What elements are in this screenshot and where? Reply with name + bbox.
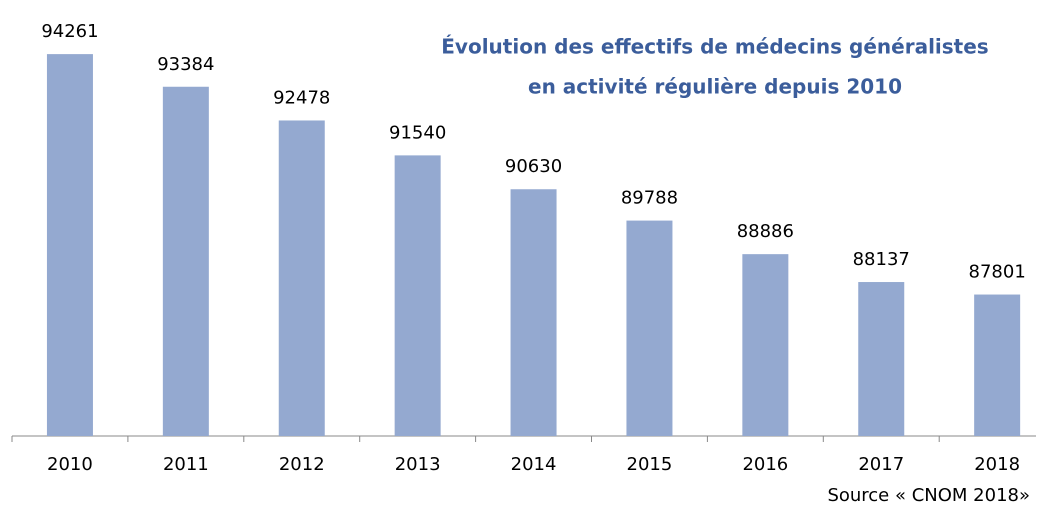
x-tick-label: 2012 <box>279 454 325 475</box>
data-label: 87801 <box>969 262 1026 283</box>
x-tick-label: 2010 <box>47 454 93 475</box>
source-note: Source « CNOM 2018» <box>827 485 1030 506</box>
x-tick-label: 2011 <box>163 454 209 475</box>
chart-title: Évolution des effectifs de médecins géné… <box>441 35 988 59</box>
data-label: 89788 <box>621 188 678 209</box>
data-label: 94261 <box>41 21 98 42</box>
bar <box>394 155 441 437</box>
data-label: 91540 <box>389 122 446 143</box>
bar <box>510 189 557 436</box>
x-tick-label: 2017 <box>858 454 904 475</box>
data-label: 90630 <box>505 156 562 177</box>
x-tick-label: 2014 <box>511 454 557 475</box>
data-label: 93384 <box>157 54 214 75</box>
bar <box>626 220 673 436</box>
chart-title: en activité régulière depuis 2010 <box>528 75 902 99</box>
x-tick-label: 2013 <box>395 454 441 475</box>
bar <box>742 254 789 436</box>
bar <box>162 86 209 436</box>
data-label: 92478 <box>273 87 330 108</box>
data-label: 88137 <box>853 249 910 270</box>
bar <box>974 294 1021 436</box>
x-tick-label: 2015 <box>627 454 673 475</box>
bar <box>278 120 325 437</box>
x-tick-label: 2018 <box>974 454 1020 475</box>
x-tick-label: 2016 <box>742 454 788 475</box>
data-label: 88886 <box>737 221 794 242</box>
bar <box>858 282 905 436</box>
bar <box>46 54 93 437</box>
